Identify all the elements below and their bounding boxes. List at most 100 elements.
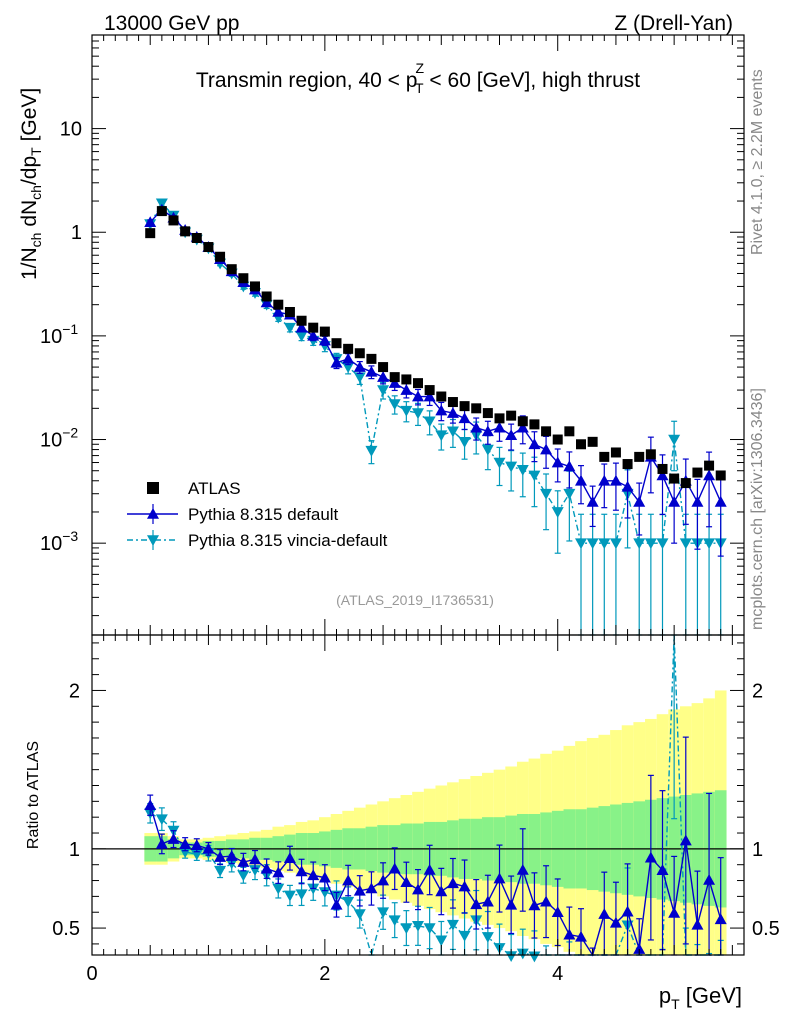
x-axis-label: pT [GeV]: [659, 983, 742, 1012]
default-ratio-marker: [551, 906, 564, 918]
atlas-point: [669, 473, 680, 484]
atlas-point: [389, 372, 400, 383]
atlas-point: [413, 378, 423, 389]
vincia-ratio-marker: [295, 889, 308, 901]
default-point-marker: [563, 460, 576, 472]
atlas-point: [401, 374, 412, 385]
default-ratio-marker: [190, 839, 203, 851]
default-ratio-marker: [714, 913, 727, 925]
default-ratio-marker: [202, 842, 215, 854]
atlas-point: [576, 439, 586, 450]
ratio-tick-label-left: 0.5: [52, 918, 80, 940]
default-point-marker: [633, 495, 646, 507]
vincia-point-marker: [481, 444, 494, 456]
atlas-point: [191, 232, 202, 243]
main-plot-content: [144, 198, 727, 636]
default-point-marker: [260, 296, 273, 308]
plot-title: Transmin region, 40 < pZ T < 60 [GeV], hi…: [196, 60, 640, 96]
ratio-panel: 0.5 0.5 1 1 2 2: [52, 634, 780, 963]
atlas-point: [354, 348, 365, 359]
default-point-marker: [365, 365, 378, 377]
legend-label: Pythia 8.315 vincia-default: [188, 531, 388, 550]
atlas-point: [343, 343, 354, 354]
atlas-point: [459, 401, 470, 412]
default-point-marker: [586, 495, 599, 507]
default-point-marker: [318, 334, 331, 346]
default-point-marker: [505, 429, 518, 441]
vincia-ratio-marker: [214, 865, 227, 877]
vincia-point-marker: [516, 465, 529, 476]
atlas-point: [168, 215, 179, 226]
default-ratio-marker: [609, 916, 622, 928]
default-point-marker: [621, 480, 634, 492]
atlas-point: [366, 353, 377, 364]
atlas-point: [482, 408, 493, 419]
atlas-point: [610, 447, 621, 458]
vincia-point-marker: [365, 445, 378, 457]
atlas-point: [704, 460, 715, 471]
atlas-point: [715, 470, 726, 481]
atlas-point: [552, 434, 563, 445]
vincia-point-marker: [446, 426, 459, 438]
default-point-marker: [493, 421, 506, 433]
default-ratio-marker: [505, 898, 518, 910]
atlas-point: [680, 478, 691, 489]
rivet-label: Rivet 4.1.0, ≥ 2.2M events: [749, 69, 766, 255]
default-ratio-marker: [598, 908, 611, 919]
x-tick-label: 2: [319, 963, 330, 985]
atlas-point: [273, 299, 284, 310]
default-point-marker: [342, 352, 355, 364]
default-point-marker: [481, 425, 494, 437]
ratio-tick-label-left: 2: [69, 680, 80, 702]
legend-marker-atlas: [147, 482, 159, 494]
default-ratio-marker: [283, 852, 296, 863]
default-point-marker: [272, 305, 285, 317]
default-ratio-marker: [703, 873, 716, 885]
vincia-point-marker: [412, 408, 424, 420]
y-tick-label: 1: [71, 222, 82, 244]
atlas-point: [541, 426, 552, 437]
vincia-ratio-marker: [446, 919, 459, 931]
vincia-ratio-marker: [272, 883, 285, 895]
vincia-point-marker: [668, 434, 681, 446]
default-ratio-marker: [167, 833, 180, 844]
vincia-point-marker: [586, 538, 599, 550]
ratio-y-label: Ratio to ATLAS: [25, 741, 42, 849]
vincia-point-marker: [540, 488, 553, 500]
vincia-point-marker: [598, 538, 611, 550]
default-ratio-marker: [435, 885, 448, 897]
y-tick-label: 10: [60, 119, 82, 141]
default-ratio-marker: [481, 895, 494, 907]
default-ratio-marker: [691, 918, 704, 930]
default-point-marker: [691, 495, 704, 507]
default-ratio-marker: [470, 898, 483, 910]
default-point-marker: [470, 421, 483, 433]
vincia-point-marker: [353, 372, 366, 384]
vincia-point-marker: [458, 437, 471, 448]
default-point-marker: [353, 361, 366, 372]
title-part-b: < 60 [GeV], high thrust: [424, 69, 641, 92]
vincia-point-marker: [400, 405, 413, 417]
default-point-marker: [377, 371, 390, 382]
legend-label: ATLAS: [188, 479, 241, 498]
legend-label: Pythia 8.315 default: [188, 505, 339, 524]
title-sub: T: [415, 80, 424, 96]
default-point-marker: [446, 407, 459, 418]
default-point-marker: [307, 329, 320, 341]
main-y-ticks: 10−3 10−2 10−1 1 10: [40, 34, 744, 617]
atlas-point: [622, 459, 633, 470]
default-ratio-marker: [679, 834, 692, 846]
atlas-point: [331, 338, 342, 349]
vincia-ratio-marker: [237, 870, 250, 882]
default-point-marker: [528, 438, 541, 450]
mcplots-label: mcplots.cern.ch [arXiv:1306.3436]: [749, 388, 766, 630]
vincia-ratio-marker: [435, 935, 448, 947]
default-ratio-marker: [563, 928, 576, 940]
default-ratio-marker: [516, 863, 529, 875]
default-ratio-marker: [307, 869, 320, 881]
vincia-point-marker: [505, 461, 518, 473]
atlas-point: [156, 206, 167, 217]
atlas-point: [587, 436, 598, 447]
default-ratio-marker: [656, 864, 669, 875]
default-ratio-marker: [446, 877, 459, 889]
